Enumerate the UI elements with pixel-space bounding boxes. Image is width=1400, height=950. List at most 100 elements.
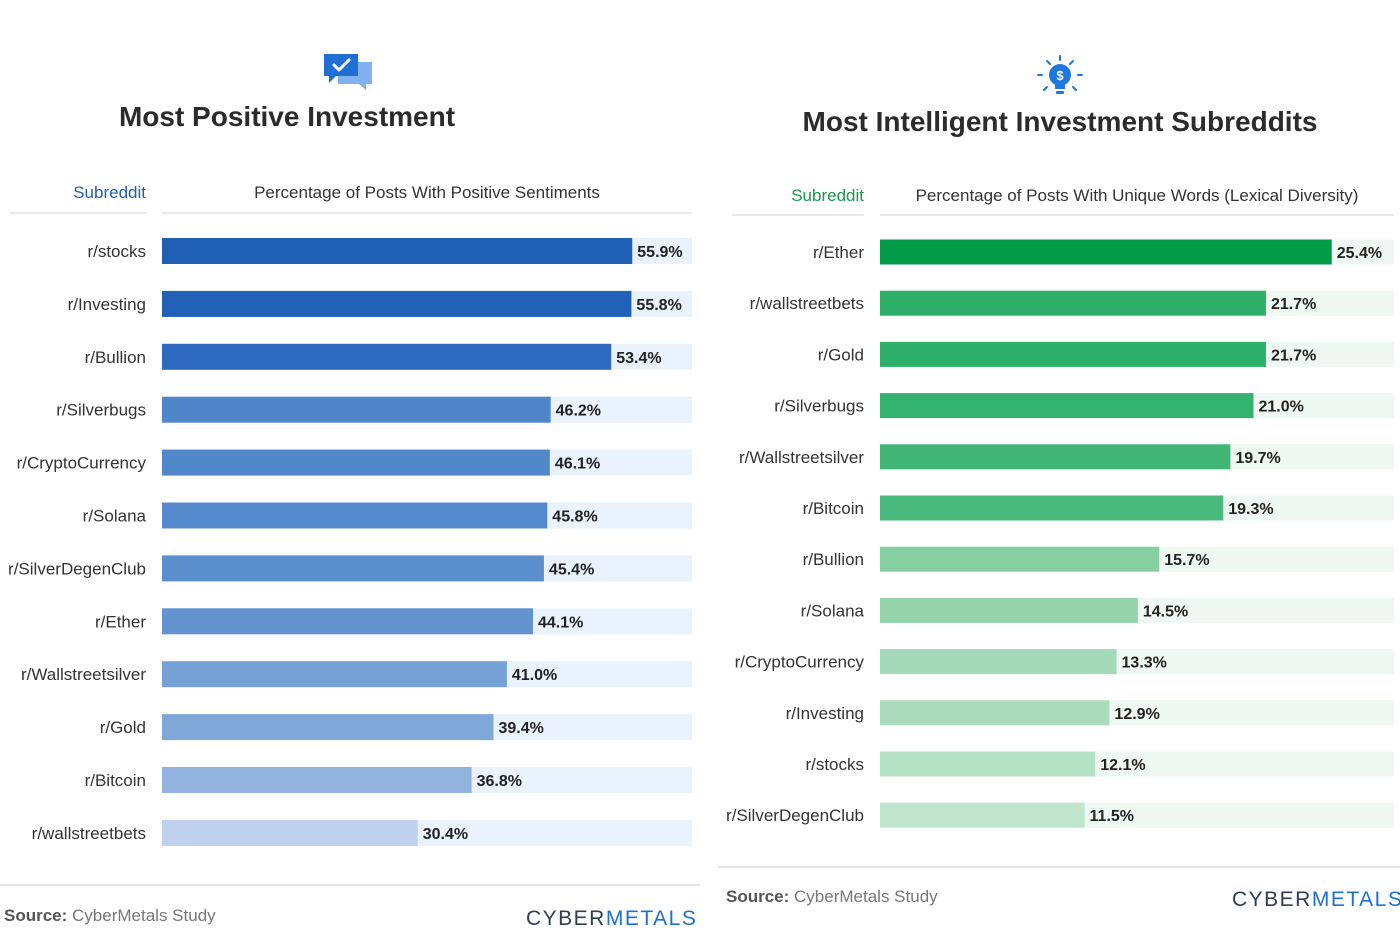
left-chart-panel: Most Positive Investment Subreddit Perce… [0, 52, 700, 930]
source-note: Source: CyberMetals Study [4, 906, 216, 926]
bar [880, 802, 1085, 828]
brand-logo: CYBERMETALS [1232, 888, 1400, 912]
bar-chart-lexical: r/Ether 25.4% r/wallstreetbets 21.7% r/Gold 2… [726, 239, 1394, 828]
value-label: 46.2% [556, 403, 601, 420]
bar [162, 661, 507, 688]
source-text: CyberMetals Study [72, 906, 216, 925]
value-label: 55.8% [636, 297, 681, 314]
bar [880, 239, 1332, 265]
chart-title: Most Intelligent Investment Subreddits [802, 106, 1318, 137]
bar [162, 555, 544, 582]
category-label: r/Bitcoin [803, 499, 864, 518]
brand-part1: CYBER [526, 907, 606, 930]
value-label: 41.0% [512, 667, 557, 684]
category-label: r/wallstreetbets [32, 824, 146, 843]
bar [880, 341, 1266, 367]
brand-part2: METALS [605, 907, 698, 930]
value-label: 46.1% [555, 456, 600, 473]
category-label: r/Wallstreetsilver [739, 448, 864, 467]
category-header: Subreddit [73, 183, 146, 202]
bar [880, 495, 1224, 521]
bar [880, 700, 1110, 726]
brand-part2: METALS [1311, 888, 1400, 911]
category-label: r/Bullion [803, 550, 864, 569]
value-label: 53.4% [616, 350, 661, 367]
value-label: 39.4% [498, 720, 543, 737]
category-label: r/CryptoCurrency [17, 454, 147, 473]
category-header: Subreddit [791, 186, 864, 205]
source-label: Source: [4, 906, 68, 925]
category-label: r/SilverDegenClub [726, 806, 864, 825]
footer-rule [718, 866, 1400, 868]
bar [880, 393, 1254, 419]
bar [162, 290, 632, 317]
bar [162, 767, 472, 793]
category-label: r/Solana [801, 601, 865, 620]
value-label: 21.7% [1271, 347, 1316, 364]
header-rule-left [10, 212, 146, 214]
category-label: r/Ether [813, 243, 864, 262]
bar [880, 597, 1138, 623]
value-label: 15.7% [1164, 552, 1209, 569]
source-text: CyberMetals Study [794, 887, 938, 906]
value-label: 30.4% [423, 826, 468, 843]
category-label: r/stocks [805, 755, 864, 774]
category-label: r/Gold [100, 718, 146, 737]
value-label: 44.1% [538, 614, 583, 631]
header-rule-left [732, 214, 864, 216]
category-label: r/Investing [786, 704, 864, 723]
bar [162, 502, 548, 529]
value-header: Percentage of Posts With Positive Sentim… [254, 183, 600, 202]
category-label: r/Gold [818, 345, 864, 364]
bar [880, 751, 1096, 777]
category-label: r/Ether [95, 612, 146, 631]
brand-part1: CYBER [1232, 888, 1312, 911]
value-label: 19.7% [1235, 450, 1280, 467]
category-label: r/Bitcoin [85, 771, 146, 790]
category-label: r/wallstreetbets [750, 294, 864, 313]
value-label: 13.3% [1122, 655, 1167, 672]
value-label: 12.1% [1100, 757, 1145, 774]
value-header: Percentage of Posts With Unique Words (L… [915, 186, 1359, 205]
value-label: 12.9% [1114, 706, 1159, 723]
source-label: Source: [726, 887, 790, 906]
value-label: 21.0% [1258, 399, 1303, 416]
category-label: r/Silverbugs [774, 397, 864, 416]
bar [880, 649, 1117, 675]
value-label: 21.7% [1271, 296, 1316, 313]
category-label: r/SilverDegenClub [8, 559, 146, 578]
bar [162, 819, 418, 846]
source-note: Source: CyberMetals Study [726, 887, 938, 907]
value-label: 11.5% [1090, 808, 1134, 825]
category-label: r/CryptoCurrency [735, 653, 865, 672]
bar [162, 449, 550, 476]
value-label: 45.4% [549, 561, 594, 578]
value-label: 14.5% [1143, 603, 1188, 620]
lightbulb-dollar-icon: $ [1034, 54, 1086, 103]
bar [162, 608, 533, 635]
chart-title: Most Positive Investment [118, 101, 456, 132]
bar-chart-positive: r/stocks 55.9% r/Investing 55.8% r/Bullion 53… [8, 238, 692, 846]
header-rule-right [162, 212, 692, 214]
value-label: 19.3% [1228, 501, 1273, 518]
category-label: r/Wallstreetsilver [21, 665, 146, 684]
value-label: 36.8% [477, 773, 522, 790]
value-label: 45.8% [552, 509, 597, 526]
category-label: r/stocks [87, 242, 146, 261]
bar [880, 290, 1266, 316]
svg-text:$: $ [1056, 68, 1064, 83]
right-chart-panel: $ Most Intelligent Investment Subreddits… [718, 0, 1400, 950]
chat-check-icon [322, 52, 374, 97]
bar [880, 444, 1231, 470]
bar [162, 714, 494, 741]
category-label: r/Solana [83, 507, 147, 526]
category-label: r/Bullion [85, 348, 146, 367]
bar [162, 396, 551, 423]
category-label: r/Silverbugs [56, 401, 146, 420]
bar [162, 343, 612, 370]
footer-rule [0, 884, 700, 886]
value-label: 25.4% [1337, 245, 1382, 262]
header-rule-right [880, 214, 1394, 216]
category-label: r/Investing [68, 295, 146, 314]
bar [162, 238, 633, 264]
